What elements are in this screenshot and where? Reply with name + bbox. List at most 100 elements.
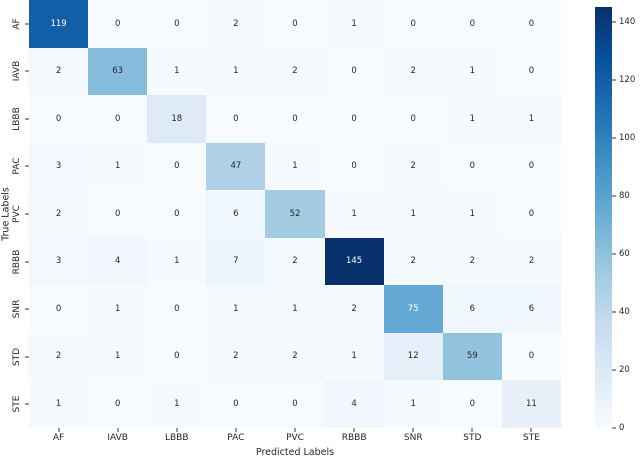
heatmap-plot-area: 119 0 0 2 0 1 0 0 0 2 63 1 1 2 0 2 1 0 0 0 18 0 0 0 0 1 1 3 1 0 47 1 0 2 0…	[29, 0, 561, 428]
heatmap-cell: 2	[383, 237, 443, 286]
heatmap-cell: 1	[265, 285, 325, 333]
x-tick-label: SNR	[403, 433, 423, 443]
heatmap-cell: 0	[501, 47, 561, 96]
heatmap-cell: 1	[324, 332, 384, 381]
heatmap-cell: 0	[501, 190, 561, 238]
heatmap-cell: 1	[147, 380, 207, 428]
y-tick-mark	[25, 118, 29, 120]
heatmap-cell: 0	[88, 0, 148, 48]
colorbar-tick-label: 60	[619, 248, 630, 259]
y-tick-mark	[25, 261, 29, 263]
colorbar-tick-label: 0	[619, 423, 625, 433]
y-axis-title: True Labels	[0, 187, 12, 241]
heatmap-cell: 0	[147, 0, 207, 48]
colorbar-tick-mark	[612, 21, 616, 23]
y-tick-label: PVC	[12, 205, 22, 223]
heatmap-cell: 0	[265, 0, 325, 48]
heatmap-cell: 0	[29, 285, 89, 333]
heatmap-cell: 2	[442, 237, 502, 286]
heatmap-cell: 1	[324, 0, 384, 48]
x-tick-mark	[235, 428, 237, 432]
heatmap-cell: 0	[206, 95, 266, 143]
y-tick-label: RBBB	[12, 249, 22, 274]
heatmap-cell: 2	[29, 190, 89, 238]
heatmap-cell: 1	[88, 142, 148, 191]
x-tick-label: LBBB	[164, 433, 189, 443]
heatmap-cell: 0	[88, 95, 148, 143]
y-tick-mark	[25, 165, 29, 167]
heatmap-cell: 1	[206, 47, 266, 96]
x-tick-mark	[294, 428, 296, 432]
heatmap-cell: 0	[501, 0, 561, 48]
heatmap-cell: 2	[206, 332, 266, 381]
x-tick-label: PVC	[286, 433, 304, 443]
heatmap-cell: 1	[265, 142, 325, 191]
heatmap-cell: 2	[501, 237, 561, 286]
heatmap-cell: 52	[265, 190, 325, 238]
y-tick-mark	[25, 213, 29, 215]
y-tick-mark	[25, 23, 29, 25]
heatmap-cell: 1	[383, 380, 443, 428]
heatmap-cell: 0	[442, 380, 502, 428]
heatmap-cell: 4	[88, 237, 148, 286]
y-tick-mark	[25, 403, 29, 405]
x-tick-mark	[530, 428, 532, 432]
heatmap-cell: 1	[442, 47, 502, 96]
x-tick-mark	[58, 428, 60, 432]
colorbar-tick-label: 100	[619, 132, 636, 143]
y-tick-label: SNR	[12, 299, 22, 319]
heatmap-cell: 18	[147, 95, 207, 143]
heatmap-cell: 2	[29, 47, 89, 96]
heatmap-cell: 2	[265, 237, 325, 286]
heatmap-cell: 1	[88, 332, 148, 381]
heatmap-cell: 0	[88, 190, 148, 238]
heatmap-cell: 6	[501, 285, 561, 333]
heatmap-cell: 0	[147, 190, 207, 238]
heatmap-cell: 2	[383, 47, 443, 96]
colorbar-tick-label: 80	[619, 190, 630, 201]
heatmap-cell: 1	[206, 285, 266, 333]
heatmap-cell: 2	[324, 285, 384, 333]
y-tick-mark	[25, 308, 29, 310]
heatmap-cell: 1	[442, 95, 502, 143]
colorbar-tick-label: 20	[619, 364, 630, 375]
heatmap-cell: 47	[206, 142, 266, 191]
colorbar-tick-mark	[612, 369, 616, 371]
colorbar-tick-mark	[612, 79, 616, 81]
x-tick-mark	[117, 428, 119, 432]
colorbar-tick-label: 40	[619, 306, 630, 317]
heatmap-cell: 0	[265, 380, 325, 428]
heatmap-cell: 0	[147, 332, 207, 381]
heatmap-cell: 12	[383, 332, 443, 381]
heatmap-cell: 1	[147, 237, 207, 286]
colorbar-tick-label: 120	[619, 74, 636, 85]
heatmap-cell: 2	[265, 332, 325, 381]
heatmap-cell: 63	[88, 47, 148, 96]
x-tick-label: AF	[52, 433, 65, 443]
colorbar-tick-mark	[612, 253, 616, 255]
heatmap-cell: 0	[324, 142, 384, 191]
heatmap-cell: 0	[29, 95, 89, 143]
heatmap-cell: 7	[206, 237, 266, 286]
heatmap-cell: 59	[442, 332, 502, 381]
heatmap-cell: 6	[206, 190, 266, 238]
heatmap-cell: 0	[383, 0, 443, 48]
heatmap-cell: 1	[324, 190, 384, 238]
x-tick-label: PAC	[227, 433, 245, 443]
heatmap-cell: 6	[442, 285, 502, 333]
heatmap-cell: 1	[147, 47, 207, 96]
heatmap-cell: 4	[324, 380, 384, 428]
x-tick-mark	[353, 428, 355, 432]
heatmap-cell: 2	[265, 47, 325, 96]
colorbar-tick-mark	[612, 195, 616, 197]
heatmap-cell: 1	[29, 380, 89, 428]
heatmap-cell: 0	[501, 142, 561, 191]
heatmap-cell: 145	[324, 237, 384, 286]
y-tick-mark	[25, 70, 29, 72]
y-tick-label: IAVB	[12, 61, 22, 82]
x-tick-mark	[471, 428, 473, 432]
heatmap-cell: 2	[29, 332, 89, 381]
heatmap-cell: 0	[324, 95, 384, 143]
y-tick-label: STD	[12, 347, 22, 366]
